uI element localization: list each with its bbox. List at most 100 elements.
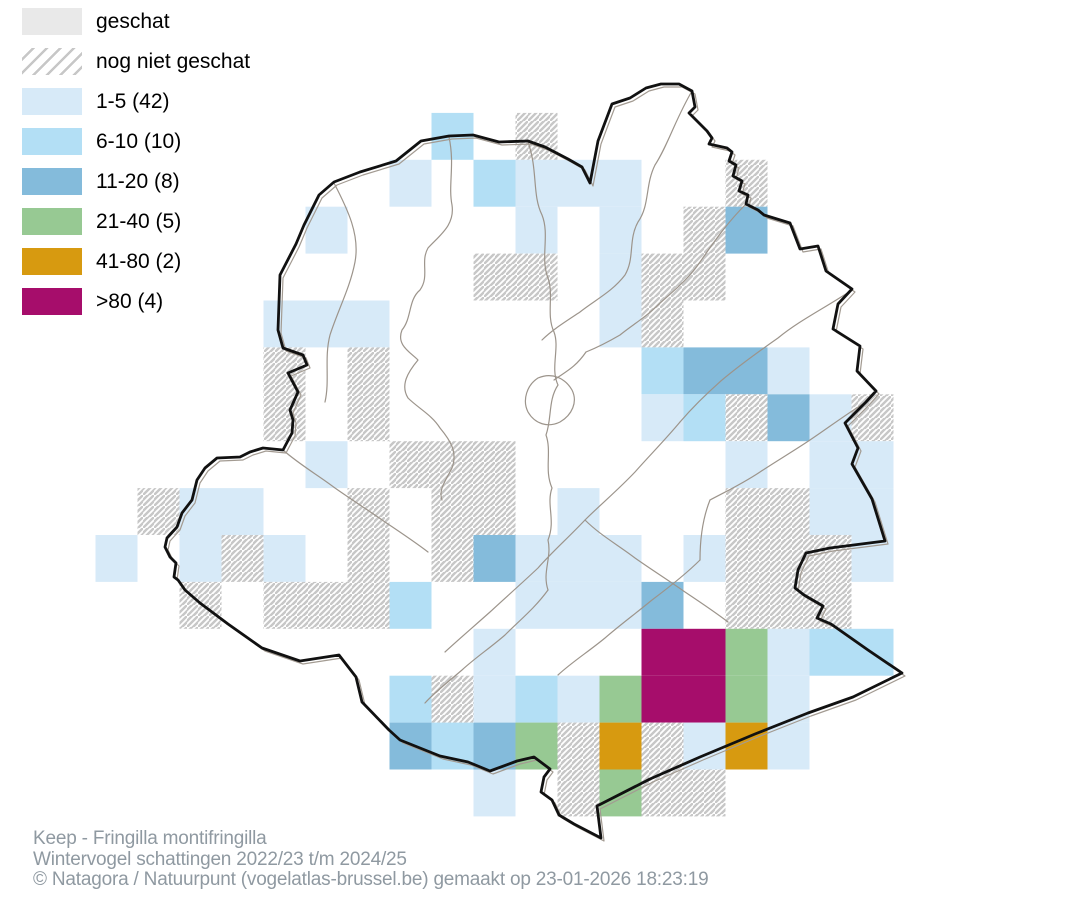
grid-cell-e2 [515, 675, 558, 723]
grid-cell-e1 [347, 300, 390, 348]
grid-cell-e4 [725, 675, 768, 723]
legend-item-e1: 1-5 (42) [22, 88, 250, 115]
municipal-border-line [424, 589, 549, 704]
grid-cell-e1 [599, 535, 642, 582]
grid-cell-e3 [473, 722, 516, 770]
grid-cell-e2 [683, 394, 726, 442]
municipal-border-line [557, 559, 701, 676]
grid-cell-not-estimated [557, 722, 600, 770]
grid-cell-e1 [767, 722, 810, 770]
grid-cell-e6 [641, 675, 684, 723]
grid-cell-not-estimated [683, 253, 726, 301]
municipal-border-line [553, 351, 587, 381]
region-boundary-line [163, 82, 904, 840]
grid-cell-e1 [809, 394, 852, 442]
grid-cell-not-estimated [557, 769, 600, 817]
legend-swatch-e4 [22, 208, 82, 235]
grid-cell-not-estimated [725, 488, 768, 535]
grid-cell-not-estimated [725, 581, 768, 629]
grid-cell-not-estimated [473, 488, 516, 535]
legend-swatch-e6 [22, 288, 82, 315]
legend: geschat nog niet geschat 1-5 (42) 6-10 (10)… [22, 8, 250, 328]
grid-cell-not-estimated [137, 488, 180, 535]
grid-cell-e1 [809, 441, 852, 489]
grid-cell-e6 [683, 675, 726, 723]
grid-cell-e1 [641, 394, 684, 442]
grid-cell-not-estimated [347, 488, 390, 535]
legend-item-not-estimated: nog niet geschat [22, 48, 250, 75]
region-boundary-group [163, 82, 906, 842]
municipal-border-line [709, 401, 867, 501]
grid-cell-e1 [515, 581, 558, 629]
municipal-border-line [444, 421, 681, 653]
grid-cell-not-estimated [725, 394, 768, 442]
grid-cell-not-estimated [683, 206, 726, 254]
grid-cell-not-estimated [473, 253, 516, 301]
grid-cell-e1 [473, 675, 516, 723]
legend-label-e4: 21-40 (5) [96, 209, 182, 233]
grid-cell-not-estimated [809, 581, 852, 629]
grid-cell-not-estimated [851, 394, 894, 442]
grid-cell-e1 [557, 675, 600, 723]
grid-cell-e1 [473, 628, 516, 676]
legend-label-e2: 6-10 (10) [96, 129, 182, 153]
grid-cell-e2 [389, 581, 432, 629]
municipal-boundaries [282, 90, 867, 704]
grid-cell-not-estimated [347, 347, 390, 395]
grid-cell-e1 [767, 628, 810, 676]
grid-cell-not-estimated [347, 394, 390, 442]
grid-cell-not-estimated [305, 581, 348, 629]
legend-item-e4: 21-40 (5) [22, 208, 250, 235]
municipal-border-line [541, 90, 693, 341]
grid-cell-not-estimated [641, 722, 684, 770]
grid-cell-e3 [767, 394, 810, 442]
legend-swatch-e1 [22, 88, 82, 115]
municipal-border-line [584, 519, 729, 623]
grid-cell-not-estimated [767, 488, 810, 535]
municipal-border-line [679, 289, 853, 423]
grid-cell-e6 [641, 628, 684, 676]
legend-label-e3: 11-20 (8) [96, 169, 180, 193]
legend-swatch-not-estimated [22, 48, 82, 75]
grid-cell-e1 [515, 206, 558, 254]
grid-cell-e1 [557, 535, 600, 582]
grid-cell-e4 [515, 722, 558, 770]
legend-item-estimated: geschat [22, 8, 250, 35]
grid-cell-not-estimated [431, 488, 474, 535]
grid-cell-e1 [851, 488, 894, 535]
grid-cell-e4 [725, 628, 768, 676]
grid-cell-e1 [305, 300, 348, 348]
grid-cell-e2 [641, 347, 684, 395]
legend-label-not-estimated: nog niet geschat [96, 49, 251, 73]
grid-cell-not-estimated [221, 535, 264, 582]
municipal-border-line [699, 499, 711, 561]
grid-cell-e1 [389, 159, 432, 207]
grid-cell-e3 [725, 347, 768, 395]
grid-cell-not-estimated [431, 675, 474, 723]
municipal-border-line [585, 203, 747, 353]
grid-cell-e3 [473, 535, 516, 582]
grid-cell-not-estimated [641, 253, 684, 301]
grid-cell-e1 [179, 488, 222, 535]
grid-cell-e1 [599, 159, 642, 207]
copyright-line: © Natagora / Natuurpunt (vogelatlas-brus… [33, 869, 709, 890]
grid-cell-e1 [95, 535, 138, 582]
grid-cell-e2 [809, 628, 852, 676]
grid-cell-e1 [515, 535, 558, 582]
municipal-border-line [524, 375, 575, 426]
grid-cell-not-estimated [347, 535, 390, 582]
grid-cell-e1 [557, 581, 600, 629]
grid-cell-e3 [641, 581, 684, 629]
grid-cell-e2 [389, 675, 432, 723]
legend-label-e5: 41-80 (2) [96, 249, 182, 273]
grid-cell-e1 [221, 488, 264, 535]
grid-cell-not-estimated [641, 300, 684, 348]
grid-cell-e1 [767, 347, 810, 395]
legend-swatch-e3 [22, 168, 82, 195]
survey-subtitle: Wintervogel schattingen 2022/23 t/m 2024… [33, 848, 407, 870]
legend-item-e3: 11-20 (8) [22, 168, 250, 195]
grid-cell-not-estimated [641, 769, 684, 817]
legend-label-estimated: geschat [96, 9, 170, 33]
grid-cell-e1 [683, 535, 726, 582]
